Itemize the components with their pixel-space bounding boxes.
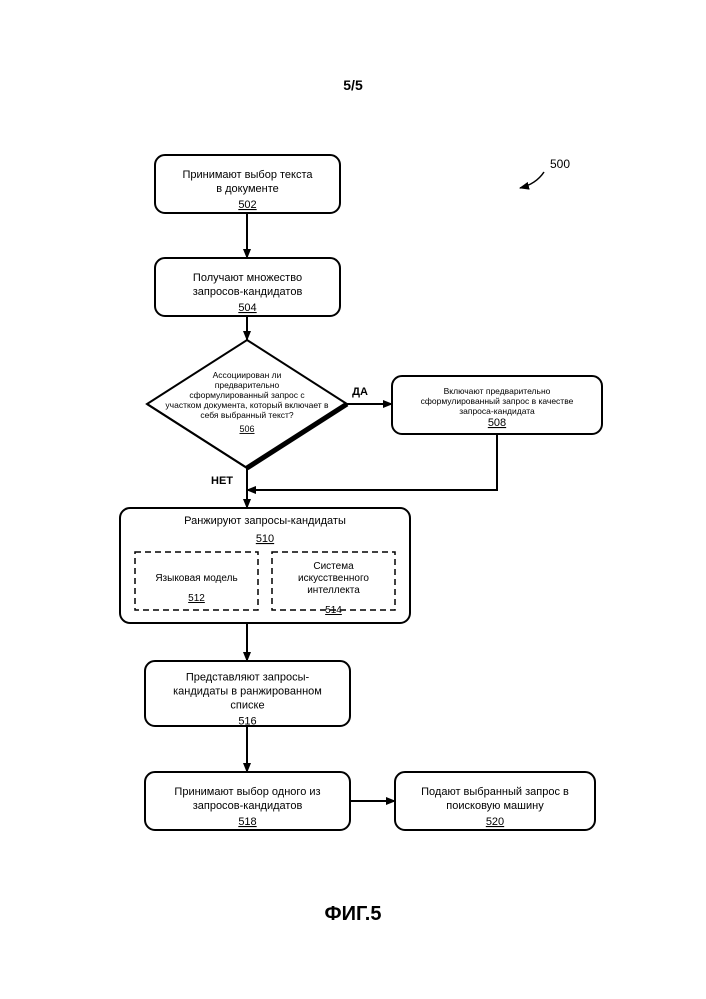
svg-text:Включают предварительно: Включают предварительно: [444, 386, 551, 396]
svg-text:Принимают выбор одного из: Принимают выбор одного из: [174, 786, 320, 798]
edge-label: ДА: [352, 386, 368, 398]
figure-label: ФИГ.5: [325, 903, 382, 925]
svg-text:510: 510: [256, 533, 274, 545]
svg-text:Представляют запросы-: Представляют запросы-: [186, 672, 310, 684]
svg-text:кандидаты в ранжированном: кандидаты в ранжированном: [173, 686, 322, 698]
svg-text:Ассоциирован ли: Ассоциирован ли: [213, 370, 282, 380]
svg-text:Принимают выбор текста: Принимают выбор текста: [182, 169, 313, 181]
edge-label: НЕТ: [211, 475, 233, 487]
svg-text:504: 504: [238, 302, 256, 314]
svg-text:предварительно: предварительно: [215, 380, 280, 390]
svg-text:искусственного: искусственного: [298, 573, 369, 584]
svg-text:508: 508: [488, 417, 506, 429]
svg-text:участком документа, который вк: участком документа, который включает в: [165, 400, 329, 410]
svg-text:502: 502: [238, 199, 256, 211]
svg-text:списке: списке: [230, 700, 264, 712]
svg-text:518: 518: [238, 816, 256, 828]
figure-ref-arrow: [520, 172, 544, 188]
svg-text:Ранжируют запросы-кандидаты: Ранжируют запросы-кандидаты: [184, 515, 346, 527]
svg-text:в документе: в документе: [216, 183, 279, 195]
svg-text:516: 516: [238, 716, 256, 728]
svg-text:запросов-кандидатов: запросов-кандидатов: [193, 286, 303, 298]
svg-text:запроса-кандидата: запроса-кандидата: [459, 406, 535, 416]
svg-text:Получают множество: Получают множество: [193, 272, 302, 284]
svg-text:сформулированный запрос в каче: сформулированный запрос в качестве: [421, 396, 574, 406]
svg-text:506: 506: [239, 424, 254, 434]
svg-text:Подают выбранный запрос в: Подают выбранный запрос в: [421, 786, 569, 798]
flowchart-canvas: 5/5 500 Принимают выбор текста в документе 5…: [0, 0, 706, 999]
svg-text:запросов-кандидатов: запросов-кандидатов: [193, 800, 303, 812]
svg-text:сформулированный запрос с: сформулированный запрос с: [189, 390, 305, 400]
page-header: 5/5: [343, 77, 363, 93]
svg-text:514: 514: [325, 605, 342, 616]
svg-text:Система: Система: [313, 561, 354, 572]
svg-text:512: 512: [188, 593, 205, 604]
svg-text:Языковая модель: Языковая модель: [155, 573, 237, 584]
svg-text:поисковую машину: поисковую машину: [446, 800, 544, 812]
svg-text:себя выбранный текст?: себя выбранный текст?: [200, 410, 294, 420]
figure-ref-pointer: 500: [550, 157, 570, 171]
svg-text:520: 520: [486, 816, 504, 828]
svg-text:интеллекта: интеллекта: [307, 585, 360, 596]
